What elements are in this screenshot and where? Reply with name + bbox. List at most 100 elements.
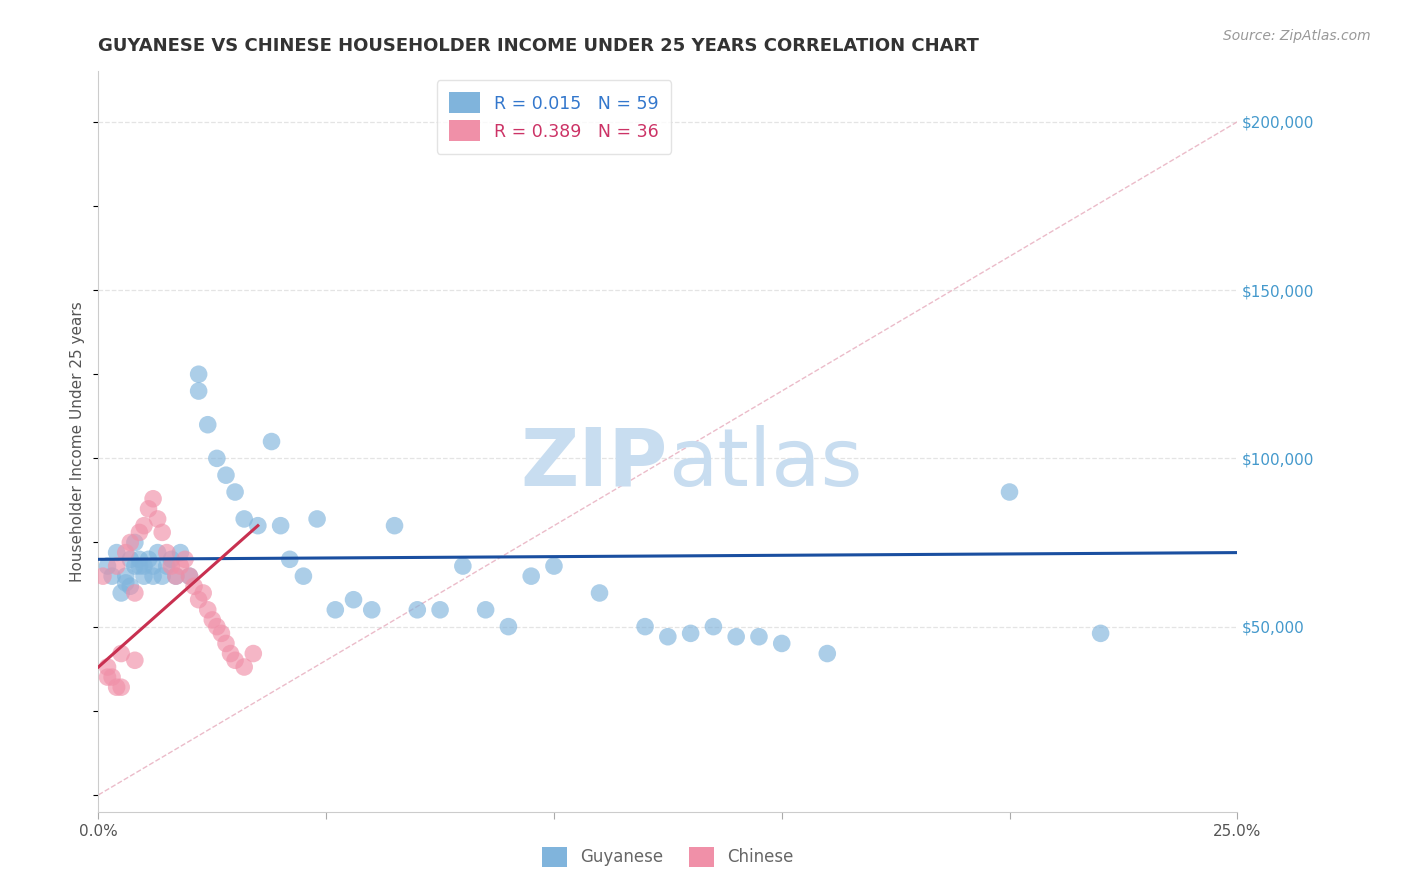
Point: [193, 586, 215, 600]
Point: [246, 518, 269, 533]
Point: [233, 660, 256, 674]
Point: [270, 518, 292, 533]
Text: Source: ZipAtlas.com: Source: ZipAtlas.com: [1223, 29, 1371, 43]
Point: [96, 559, 118, 574]
Point: [384, 518, 406, 533]
Point: [174, 552, 197, 566]
Point: [138, 501, 160, 516]
Point: [634, 620, 657, 634]
Text: ZIP: ZIP: [520, 425, 668, 503]
Point: [105, 546, 128, 560]
Point: [474, 603, 496, 617]
Point: [156, 546, 179, 560]
Point: [543, 559, 565, 574]
Point: [160, 552, 183, 566]
Point: [201, 613, 224, 627]
Point: [120, 579, 142, 593]
Point: [209, 626, 232, 640]
Point: [197, 417, 219, 432]
Point: [110, 680, 132, 694]
Point: [138, 552, 160, 566]
Point: [128, 552, 150, 566]
Point: [770, 636, 793, 650]
Point: [124, 535, 146, 549]
Point: [91, 569, 114, 583]
Point: [142, 569, 165, 583]
Point: [429, 603, 451, 617]
Point: [114, 569, 136, 583]
Point: [224, 653, 246, 667]
Point: [96, 670, 118, 684]
Point: [215, 636, 238, 650]
Point: [307, 512, 329, 526]
Point: [132, 559, 155, 574]
Point: [165, 569, 187, 583]
Point: [278, 552, 301, 566]
Point: [132, 518, 155, 533]
Point: [224, 485, 246, 500]
Point: [233, 512, 256, 526]
Point: [815, 647, 838, 661]
Point: [360, 603, 382, 617]
Point: [725, 630, 748, 644]
Point: [187, 384, 209, 398]
Point: [110, 586, 132, 600]
Point: [124, 559, 146, 574]
Point: [183, 579, 205, 593]
Point: [128, 525, 150, 540]
Point: [128, 559, 150, 574]
Point: [219, 647, 242, 661]
Point: [124, 653, 146, 667]
Point: [105, 680, 128, 694]
Legend: Guyanese, Chinese: Guyanese, Chinese: [536, 840, 800, 874]
Text: GUYANESE VS CHINESE HOUSEHOLDER INCOME UNDER 25 YEARS CORRELATION CHART: GUYANESE VS CHINESE HOUSEHOLDER INCOME U…: [98, 37, 980, 54]
Point: [160, 559, 183, 574]
Point: [156, 559, 179, 574]
Point: [498, 620, 520, 634]
Point: [169, 546, 191, 560]
Point: [702, 620, 724, 634]
Point: [205, 620, 228, 634]
Point: [120, 552, 142, 566]
Point: [114, 546, 136, 560]
Point: [165, 569, 187, 583]
Point: [124, 586, 146, 600]
Point: [748, 630, 770, 644]
Point: [142, 491, 165, 506]
Point: [260, 434, 283, 449]
Point: [323, 603, 346, 617]
Point: [179, 569, 201, 583]
Point: [105, 559, 128, 574]
Point: [120, 535, 142, 549]
Point: [657, 630, 679, 644]
Point: [96, 660, 118, 674]
Point: [110, 647, 132, 661]
Point: [187, 368, 209, 382]
Point: [197, 603, 219, 617]
Point: [292, 569, 315, 583]
Point: [998, 485, 1021, 500]
Point: [114, 575, 136, 590]
Y-axis label: Householder Income Under 25 years: Householder Income Under 25 years: [70, 301, 86, 582]
Text: atlas: atlas: [668, 425, 862, 503]
Point: [187, 592, 209, 607]
Point: [101, 569, 124, 583]
Point: [205, 451, 228, 466]
Point: [679, 626, 702, 640]
Point: [215, 468, 238, 483]
Point: [520, 569, 543, 583]
Point: [588, 586, 610, 600]
Point: [146, 546, 169, 560]
Point: [132, 569, 155, 583]
Point: [242, 647, 264, 661]
Point: [142, 559, 165, 574]
Point: [169, 559, 191, 574]
Point: [101, 670, 124, 684]
Point: [179, 569, 201, 583]
Point: [150, 569, 173, 583]
Point: [451, 559, 474, 574]
Point: [146, 512, 169, 526]
Point: [342, 592, 364, 607]
Point: [406, 603, 429, 617]
Point: [150, 525, 173, 540]
